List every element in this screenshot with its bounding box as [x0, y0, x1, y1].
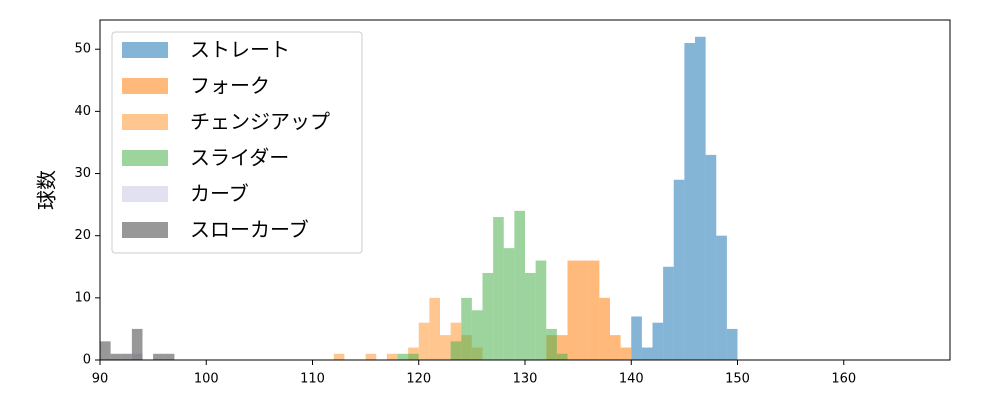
histogram-bar — [471, 310, 483, 360]
histogram-bar — [525, 272, 536, 360]
histogram-bar — [100, 341, 111, 360]
histogram-bar — [684, 42, 695, 361]
histogram-bar — [726, 328, 738, 360]
x-tick-label: 100 — [194, 372, 219, 387]
histogram-bar — [461, 297, 472, 360]
legend-swatch — [122, 78, 168, 94]
histogram-bar — [546, 328, 557, 360]
histogram-bar — [440, 335, 451, 360]
histogram-bar — [556, 335, 568, 360]
histogram-bar — [631, 316, 642, 360]
y-axis-label: 球数 — [35, 170, 59, 210]
histogram-bar — [663, 266, 674, 360]
histogram-bar — [110, 353, 122, 360]
legend-swatch — [122, 42, 168, 58]
histogram-bar — [503, 248, 515, 360]
legend-label: スライダー — [190, 146, 289, 170]
y-tick-label: 20 — [74, 228, 91, 243]
histogram-bar — [556, 353, 568, 360]
legend-swatch — [122, 186, 168, 202]
legend-swatch — [122, 114, 168, 130]
histogram-bar — [386, 353, 398, 360]
legend-label: スローカーブ — [190, 218, 309, 242]
legend-label: ストレート — [190, 38, 290, 62]
histogram-bar — [599, 297, 610, 360]
histogram-bar — [673, 179, 685, 360]
legend-swatch — [122, 222, 168, 238]
histogram-bar — [333, 353, 345, 360]
histogram-bar — [365, 353, 377, 360]
legend-label: フォーク — [190, 74, 270, 98]
x-tick-label: 140 — [619, 372, 644, 387]
histogram-bar — [397, 353, 409, 360]
x-tick-label: 110 — [300, 372, 325, 387]
histogram-bar — [652, 322, 664, 360]
histogram-bar — [567, 260, 579, 360]
histogram-bar — [418, 322, 430, 360]
histogram-bar — [163, 353, 175, 360]
y-tick-label: 30 — [74, 166, 91, 181]
histogram-bar — [716, 235, 727, 360]
histogram-bar — [482, 272, 494, 360]
x-tick-label: 120 — [406, 372, 431, 387]
histogram-bar — [429, 297, 440, 360]
x-tick-label: 160 — [831, 372, 856, 387]
histogram-bar — [641, 347, 653, 360]
histogram-bar — [450, 341, 462, 360]
histogram-bar — [121, 353, 132, 360]
plot-area — [100, 36, 738, 361]
x-tick-label: 150 — [725, 372, 750, 387]
y-tick-label: 0 — [83, 353, 91, 368]
y-tick-label: 10 — [74, 290, 91, 305]
histogram-bar — [578, 260, 589, 360]
y-tick-label: 50 — [74, 42, 91, 57]
histogram-bar — [620, 347, 632, 360]
y-tick-label: 40 — [74, 104, 91, 119]
histogram-bar — [514, 210, 525, 360]
legend-label: チェンジアップ — [190, 110, 330, 134]
legend-box — [111, 31, 363, 254]
histogram-bar — [131, 328, 143, 360]
histogram-bar — [695, 36, 706, 361]
histogram-bar — [153, 353, 164, 360]
histogram-bar — [705, 154, 717, 360]
histogram-bar — [493, 217, 504, 360]
legend-label: カーブ — [190, 182, 249, 206]
histogram-bar — [588, 260, 600, 360]
histogram-bar — [535, 260, 547, 360]
legend-swatch — [122, 150, 168, 166]
x-tick-label: 90 — [92, 372, 109, 387]
x-tick-label: 130 — [513, 372, 538, 387]
histogram-bar — [408, 353, 419, 360]
histogram-bar — [610, 335, 621, 360]
